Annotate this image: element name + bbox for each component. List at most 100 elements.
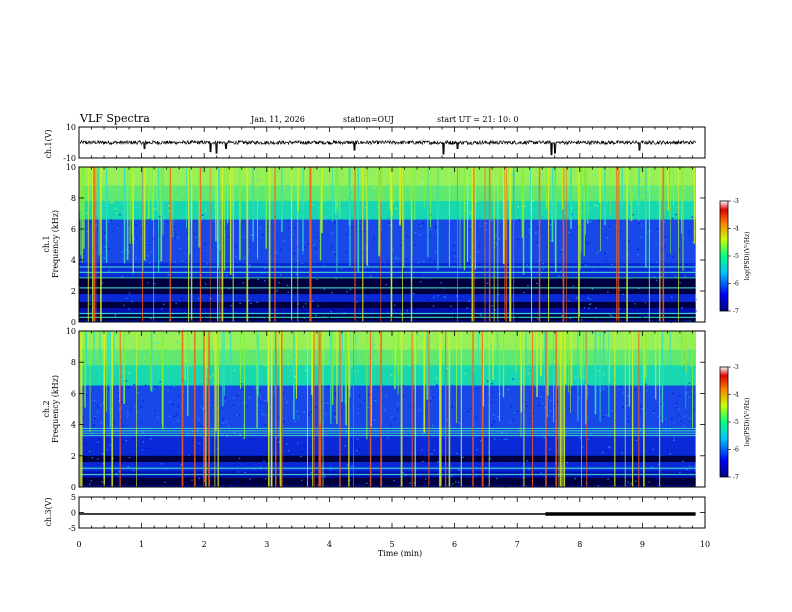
ch2-spectrogram-speckle	[566, 461, 569, 464]
ch2-spectrogram-speckle	[662, 479, 664, 482]
ch2-spectrogram-speckle	[596, 337, 599, 339]
ch2-spectrogram-speckle	[665, 418, 667, 420]
ch2-spectrogram-speckle	[571, 340, 574, 342]
ch1-spectrogram-speckle	[176, 306, 179, 308]
ch2-spectrogram-speckle	[373, 344, 376, 346]
ch1-spectrogram-speckle	[527, 176, 529, 178]
ch2-spectrogram-speckle	[618, 439, 621, 441]
ch2-spectrogram-speckle	[607, 478, 609, 480]
ch2-spectrogram-speckle	[354, 443, 357, 445]
ch1-spectrogram-speckle	[537, 227, 539, 230]
ch1-spectrogram-speckle	[483, 318, 486, 320]
ch2-spectrogram-speckle	[233, 464, 236, 467]
ch1-spectrogram-speckle	[103, 231, 106, 233]
ch2-spectrogram-speckle	[489, 346, 491, 348]
ch1-spectrogram-speckle	[639, 179, 642, 181]
ch2-spectrogram-speckle	[375, 460, 377, 463]
ch2-spectrogram-speckle	[126, 415, 129, 417]
ch1-spectrogram-speckle	[185, 259, 188, 261]
ch1-spectrogram-speckle	[399, 263, 401, 265]
ch2-spectrogram-speckle	[177, 337, 180, 339]
ch1-spectrogram-speckle	[89, 173, 91, 175]
ch1-spectrogram-speckle	[560, 270, 562, 272]
ch1-spectrogram-speckle	[394, 304, 396, 306]
ch2-spectrogram-speckle	[512, 459, 515, 462]
ch2-spectrogram-speckle	[490, 424, 493, 426]
ch2-spectrogram-speckle	[352, 405, 354, 407]
ch2-spectrogram-speckle	[605, 470, 608, 472]
ch2-spectrogram-speckle	[106, 449, 108, 451]
ch1-spectrogram-speckle	[569, 198, 571, 200]
ch2-spectrogram-speckle	[603, 388, 606, 390]
ch1-spectrogram-speckle	[671, 217, 674, 220]
ch2-spectrogram-speckle	[198, 477, 201, 480]
ch1-spectrogram-speckle	[585, 168, 587, 170]
ch1-spectrogram-speckle	[167, 273, 169, 276]
ch2-spectrogram-speckle	[431, 453, 433, 455]
ch2-spectrogram-speckle	[99, 404, 102, 406]
ch1-spectrogram-speckle	[529, 187, 531, 189]
ch2-spectrogram-speckle	[683, 415, 686, 417]
ch2-spectrogram-speckle	[132, 439, 134, 441]
ch2-spectrogram-speckle	[253, 455, 255, 457]
ch1-spectrogram-speckle	[568, 300, 571, 302]
ch1-spectrogram-speckle	[260, 227, 262, 229]
ch1-spectrogram-speckle	[188, 278, 191, 280]
ch2-spectrogram-speckle	[456, 484, 459, 486]
ch1-spectrogram-speckle	[437, 295, 439, 297]
ch1-spectrogram-speckle	[585, 242, 588, 244]
ch1-spectrogram-speckle	[569, 317, 572, 320]
ch1-spectrogram-speckle	[644, 302, 647, 304]
ch2-spectrogram-speckle	[598, 413, 601, 415]
ch1-spectrogram-ytick-label: 6	[71, 225, 76, 234]
ch2-spectrogram-speckle	[108, 415, 110, 417]
ch2-spectrogram-speckle	[336, 450, 339, 453]
ch1-voltage-axis-label: ch.1(V)	[44, 129, 53, 158]
ch2-spectrogram-speckle	[225, 421, 227, 423]
ch1-spectrogram-speckle	[150, 318, 152, 320]
ch1-spectrogram-speckle	[561, 248, 563, 251]
ch2-spectrogram-speckle	[175, 360, 178, 362]
ch1-spectrogram-speckle	[585, 220, 588, 222]
ch2-spectrogram-speckle	[200, 425, 203, 427]
ch2-spectrogram-speckle	[621, 452, 623, 454]
ch1-spectrogram-speckle	[387, 260, 389, 263]
ch2-spectrogram-speckle	[394, 418, 396, 420]
ch2-spectrogram-speckle	[287, 341, 289, 343]
ch2-spectrogram-speckle	[609, 474, 611, 476]
ch1-spectrogram-speckle	[134, 268, 136, 270]
ch1-spectrogram-speckle	[664, 236, 667, 238]
station-label: station=OUJ	[343, 115, 394, 124]
ch1-spectrogram-speckle	[560, 301, 563, 303]
ch2-spectrogram-speckle	[117, 392, 120, 394]
ch1-spectrogram-speckle	[493, 309, 496, 311]
ch1-spectrogram-speckle	[450, 252, 453, 254]
ch2-spectrogram-speckle	[145, 448, 148, 450]
ch2-spectrogram-speckle	[200, 340, 203, 342]
ch1-spectrogram-speckle	[373, 273, 375, 276]
ch1-spectrogram-speckle	[518, 219, 520, 221]
ch1-spectrogram-speckle	[384, 179, 386, 182]
ch1-spectrogram-speckle	[135, 223, 137, 226]
ch2-spectrogram-speckle	[135, 346, 137, 349]
ch2-spectrogram-speckle	[581, 446, 584, 448]
ch2-spectrogram-speckle	[416, 348, 418, 351]
ch2-spectrogram-speckle	[122, 441, 124, 443]
ch2-spectrogram-speckle	[651, 466, 654, 468]
ch1-spectrogram-speckle	[197, 297, 199, 300]
ch2-spectrogram-speckle	[628, 415, 630, 417]
ch2-spectrogram-speckle	[232, 397, 235, 399]
ch2-spectrogram-speckle	[237, 379, 239, 381]
ch1-spectrogram-speckle	[634, 188, 637, 190]
ch1-spectrogram-speckle	[238, 183, 240, 185]
ch1-spectrogram-ytick-label: 2	[71, 287, 76, 296]
ch2-spectrogram-speckle	[387, 437, 390, 439]
ch1-spectrogram-speckle	[255, 186, 258, 188]
ch1-spectrogram-speckle	[663, 246, 666, 248]
ch2-spectrogram-speckle	[185, 481, 188, 484]
ch1-spectrogram-speckle	[436, 198, 438, 200]
ch2-spectrogram-speckle	[597, 334, 600, 336]
ch2-spectrogram-speckle	[492, 420, 495, 423]
ch2-spectrogram-speckle	[240, 364, 243, 366]
ch2-spectrogram-speckle	[137, 447, 140, 449]
